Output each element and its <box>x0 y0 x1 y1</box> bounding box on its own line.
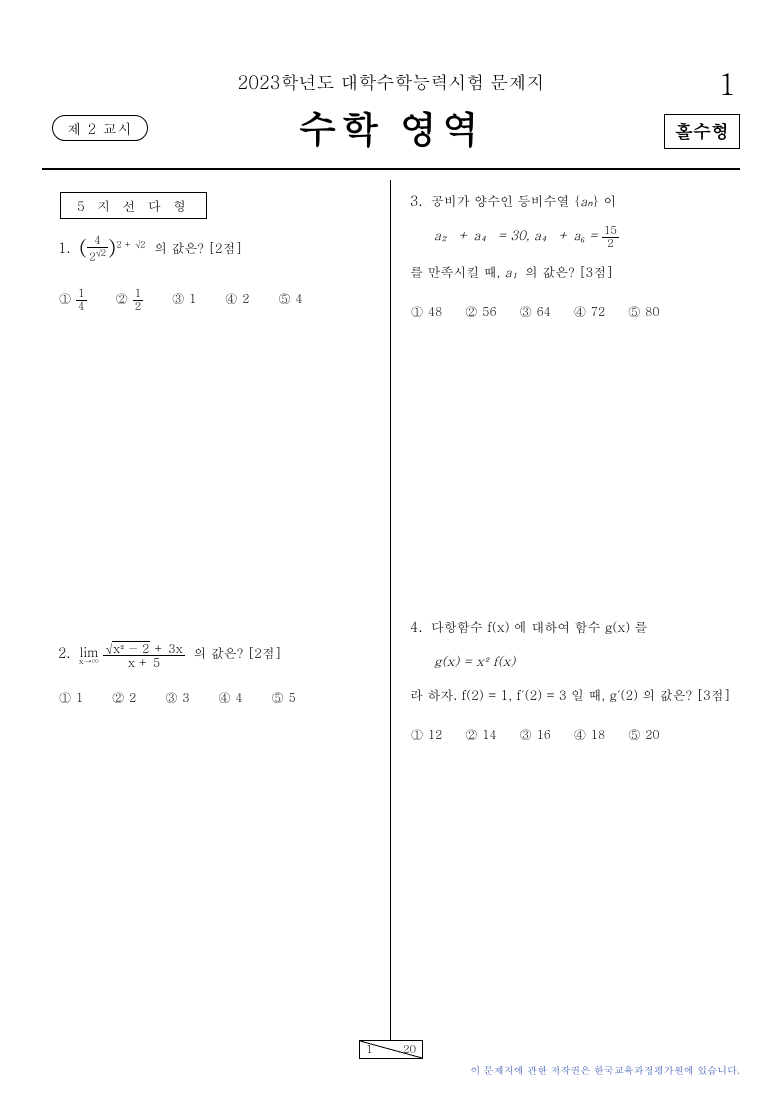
p2-choice-3: ③ 3 <box>164 687 189 709</box>
problem-1-stem: 1. ( 4 2√2 )2 + √2 의 값은? [2점] <box>58 230 368 270</box>
p1-choice-1: ① 14 <box>58 288 87 313</box>
exam-subtitle: 2023학년도 대학수학능력시험 문제지 <box>0 70 782 95</box>
p1-choice-4: ④ 2 <box>224 288 249 313</box>
p1-outer-exp: 2 + √2 <box>116 237 145 250</box>
footer-total-pages: 20 <box>403 1042 416 1057</box>
p3-choice-4: ④ 72 <box>573 301 605 323</box>
header-rule <box>42 168 740 170</box>
p1-choice-2: ② 12 <box>115 288 144 313</box>
p4-choice-5: ⑤ 20 <box>627 724 659 746</box>
footer-current-page: 1 <box>366 1042 373 1057</box>
p2-tail: 의 값은? [2점] <box>193 643 281 662</box>
type-badge: 홀수형 <box>664 114 740 149</box>
p1-choices: ① 14 ② 12 ③ 1 ④ 2 ⑤ 4 <box>58 288 368 313</box>
problem-2: 2. lim x→∞ √x² − 2 + 3x x + 5 의 값은? [2점]… <box>58 640 368 709</box>
problem-3-line1: 3. 공비가 양수인 등비수열 {aₙ} 이 <box>410 188 740 213</box>
p3-choice-1: ① 48 <box>410 301 442 323</box>
p3-choice-5: ⑤ 80 <box>627 301 659 323</box>
p2-choice-2: ② 2 <box>111 687 136 709</box>
p2-choice-5: ⑤ 5 <box>271 687 296 709</box>
page-number-top: 1 <box>718 62 736 104</box>
problem-4-equation: g(x) = x² f(x) <box>434 649 740 672</box>
p2-choice-4: ④ 4 <box>217 687 242 709</box>
p2-choice-1: ① 1 <box>58 687 83 709</box>
p3-choice-2: ② 56 <box>464 301 496 323</box>
p2-choices: ① 1 ② 2 ③ 3 ④ 4 ⑤ 5 <box>58 687 368 709</box>
p4-choices: ① 12 ② 14 ③ 16 ④ 18 ⑤ 20 <box>410 724 740 746</box>
problem-3-equation: a₂ + a₄ = 30, a₄ + a₆ = 152 <box>434 223 740 250</box>
problem-number: 2. <box>58 642 70 662</box>
p1-choice-3: ③ 1 <box>171 288 196 313</box>
problem-3-line2: 를 만족시킬 때, a₁의 값은? [3점] <box>410 260 740 283</box>
problem-number: 1. <box>58 237 70 257</box>
problem-4: 4. 다항함수 f(x) 에 대하여 함수 g(x) 를 g(x) = x² f… <box>410 614 740 746</box>
problem-4-line1: 4. 다항함수 f(x) 에 대하여 함수 g(x) 를 <box>410 614 740 639</box>
section-label: 5 지 선 다 형 <box>60 192 207 219</box>
p4-choice-1: ① 12 <box>410 724 442 746</box>
column-divider <box>390 180 391 1040</box>
problem-1: 1. ( 4 2√2 )2 + √2 의 값은? [2점] ① 14 ② 12 … <box>58 230 368 313</box>
footer-page-box: 1 20 <box>359 1040 423 1059</box>
p1-choice-5: ⑤ 4 <box>277 288 302 313</box>
p1-base-den: 2√2 <box>87 248 108 264</box>
p2-lim: lim x→∞ <box>79 645 99 666</box>
p1-tail: 의 값은? [2점] <box>154 238 242 257</box>
problem-4-line2: 라 하자. f(2) = 1, f′(2) = 3 일 때, g′(2) 의 값… <box>410 683 740 706</box>
p4-choice-3: ③ 16 <box>519 724 551 746</box>
p2-frac-den: x + 5 <box>103 656 184 669</box>
p4-choice-2: ② 14 <box>464 724 496 746</box>
p3-choice-3: ③ 64 <box>519 301 551 323</box>
p4-choice-4: ④ 18 <box>573 724 605 746</box>
problem-2-stem: 2. lim x→∞ √x² − 2 + 3x x + 5 의 값은? [2점] <box>58 640 368 669</box>
p3-choices: ① 48 ② 56 ③ 64 ④ 72 ⑤ 80 <box>410 301 740 323</box>
footer-copyright: 이 문제지에 관한 저작권은 한국교육과정평가원에 있습니다. <box>470 1063 740 1077</box>
problem-3: 3. 공비가 양수인 등비수열 {aₙ} 이 a₂ + a₄ = 30, a₄ … <box>410 188 740 323</box>
